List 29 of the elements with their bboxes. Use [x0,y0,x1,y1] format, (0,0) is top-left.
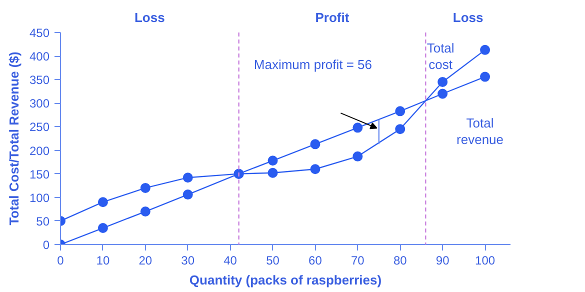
text: Profit [315,10,350,25]
annotation: Maximum profit = 56 [254,56,372,72]
x-tick-label: 40 [224,254,238,268]
series-label: Total revenue [456,115,504,147]
x-tick-label: 20 [138,254,152,268]
x-tick-label: 50 [266,254,280,268]
x-tick-label: 100 [475,254,496,268]
y-tick-label: 250 [29,120,50,134]
x-axis-title: Quantity (packs of raspberries) [189,272,382,288]
y-tick-label: 150 [29,167,50,182]
y-tick-label: 400 [29,50,50,64]
text: Loss [452,10,484,25]
y-axis-title: Total Cost/Total Revenue ($) [6,52,22,226]
text: Loss [134,10,165,25]
x-tick-label: 0 [57,254,64,268]
x-tick-label: 10 [96,254,110,268]
y-tick-label: 300 [29,96,50,111]
y-tick-label: 450 [29,26,50,40]
y-tick-label: 0 [42,238,50,252]
y-tick-label: 200 [29,144,50,158]
x-tick-label: 30 [181,254,195,268]
series-label: Total cost [426,40,454,72]
x-tick-label: 90 [436,254,450,268]
y-tick-label: 100 [29,190,50,205]
x-tick-label: 80 [393,254,408,268]
x-tick-label: 60 [308,254,322,268]
y-tick-label: 50 [36,214,50,228]
y-tick-label: 350 [29,73,50,88]
x-tick-label: 70 [350,254,365,268]
